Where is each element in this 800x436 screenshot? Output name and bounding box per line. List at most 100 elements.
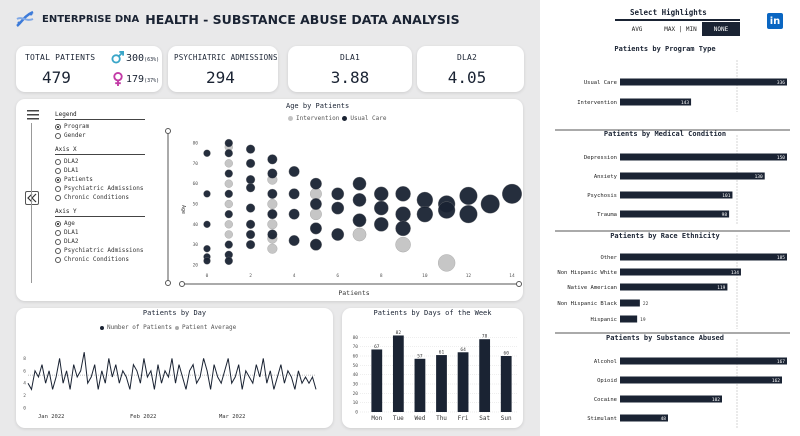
bar-value-label: 130: [755, 174, 763, 180]
legend-options: Program Gender: [55, 122, 165, 140]
dow-y-tick: 10: [353, 400, 359, 406]
scatter-point-usual-care: [352, 193, 367, 207]
scatter-point-usual-care: [203, 149, 211, 157]
bar-category-label: Trauma: [597, 212, 617, 218]
scatter-point-usual-care: [246, 144, 256, 154]
axisy-divider: [55, 216, 145, 217]
axisx-options: DLA2 DLA1 Patients Psychiatric Admissions Ch…: [55, 157, 165, 202]
scatter-y-tick: 30: [193, 242, 199, 248]
axisx-option-dla1[interactable]: DLA1: [55, 166, 165, 175]
scatter-point-usual-care: [246, 219, 256, 229]
scatter-point-usual-care: [459, 186, 478, 205]
radio-icon: [55, 185, 61, 192]
dow-y-tick: 40: [353, 372, 359, 378]
scroll-track[interactable]: [31, 123, 32, 283]
day-y-tick: 6: [23, 368, 26, 374]
scatter-point-usual-care: [331, 228, 345, 241]
legend-option-program[interactable]: Program: [55, 122, 165, 131]
radio-label: Chronic Conditions: [64, 194, 130, 201]
axisy-options: Age DLA1 DLA2 Psychiatric Admissions Chronic…: [55, 219, 165, 264]
axisy-option-age[interactable]: Age: [55, 219, 165, 228]
dow-bar-fri: [457, 352, 469, 412]
linkedin-icon[interactable]: in: [767, 13, 783, 29]
legend-divider: [55, 119, 145, 120]
male-icon: [111, 51, 124, 64]
axisy-option-dla1[interactable]: DLA1: [55, 228, 165, 237]
axisx-option-dla2[interactable]: DLA2: [55, 157, 165, 166]
axisy-option-chronic-conditions[interactable]: Chronic Conditions: [55, 255, 165, 264]
patients-by-day-card: Patients by Day Number of Patients Patie…: [16, 308, 333, 428]
legend-dot-intervention: [288, 116, 293, 121]
y-range-slider-bottom-handle[interactable]: [165, 280, 171, 286]
bar-category-label: Alcohol: [594, 359, 617, 365]
axisx-divider: [55, 154, 145, 155]
radio-label: DLA2: [64, 238, 79, 245]
dow-bar-tue: [392, 335, 404, 412]
highlight-button-max-min[interactable]: MAX | MIN: [659, 22, 702, 36]
scatter-point-usual-care: [331, 201, 345, 215]
brand-name: ENTERPRISE DNA: [42, 13, 140, 25]
dow-y-tick: 60: [353, 354, 359, 360]
bar-category-label: Usual Care: [584, 80, 617, 86]
scatter-point-intervention: [438, 254, 456, 272]
scatter-point-usual-care: [310, 198, 322, 210]
scatter-legend: Intervention Usual Care: [288, 115, 386, 122]
legend-dot-average: [175, 325, 180, 330]
condition-section-title: Patients by Medical Condition: [603, 130, 727, 138]
highlight-button-none[interactable]: NONE: [702, 22, 740, 36]
kpi-total-patients: TOTAL PATIENTS 479 300(63%) 179(37%): [16, 46, 162, 92]
hamburger-menu-icon[interactable]: [27, 110, 39, 120]
bar-category-label: Opioid: [597, 378, 617, 384]
x-range-slider-right-handle[interactable]: [516, 281, 522, 287]
bar-value-label: 143: [681, 100, 689, 106]
scatter-point-usual-care: [395, 220, 411, 237]
bar-category-label: Depression: [584, 155, 617, 161]
x-range-slider-left-handle[interactable]: [179, 281, 185, 287]
scatter-x-axis-label: Patients: [338, 289, 369, 297]
legend-dot-usual: [342, 116, 348, 121]
radio-icon: [55, 132, 61, 139]
bar-alcohol: [620, 357, 787, 365]
bar-other: [620, 253, 787, 261]
collapse-controls-button[interactable]: [25, 191, 39, 205]
bar-value-label: 134: [731, 270, 739, 276]
scatter-point-usual-care: [374, 200, 389, 216]
axisy-option-psychiatric-admissions[interactable]: Psychiatric Admissions: [55, 246, 165, 255]
highlights-title: Select Highlights: [630, 8, 707, 17]
female-count: 179(37%): [126, 74, 160, 85]
axisx-option-patients[interactable]: Patients: [55, 175, 165, 184]
scatter-point-intervention: [224, 220, 233, 229]
radio-label: DLA2: [64, 158, 79, 165]
radio-label: Gender: [64, 132, 86, 139]
scatter-y-tick: 40: [193, 222, 199, 228]
dow-bar-label: 60: [504, 351, 510, 357]
scatter-point-usual-care: [267, 154, 278, 165]
bar-stimulant: [620, 414, 668, 422]
bar-value-label: 162: [772, 378, 780, 384]
bar-anxiety: [620, 172, 765, 180]
bar-value-label: 150: [777, 155, 785, 161]
legend-option-gender[interactable]: Gender: [55, 131, 165, 140]
dow-y-tick: 20: [353, 391, 359, 397]
patients-by-dow-bar-chart: 0 10 20 30 40 50 60 70 80 67 Mon 82 Tue 57 Wed 61 Thu 64 F…: [353, 330, 517, 422]
dow-category-label: Tue: [393, 415, 404, 422]
dow-category-label: Fri: [458, 415, 469, 422]
header: ENTERPRISE DNA HEALTH - SUBSTANCE ABUSE …: [14, 8, 460, 30]
legend-usual-label: Usual Care: [350, 115, 387, 122]
y-range-slider-top-handle[interactable]: [165, 128, 171, 134]
radio-icon: [55, 229, 61, 236]
axisy-option-dla2[interactable]: DLA2: [55, 237, 165, 246]
highlight-button-avg[interactable]: AVG: [615, 22, 659, 36]
scatter-point-usual-care: [246, 240, 256, 250]
scatter-point-usual-care: [310, 238, 322, 251]
scatter-x-tick: 2: [249, 273, 252, 279]
axisx-option-psychiatric-admissions[interactable]: Psychiatric Admissions: [55, 184, 165, 193]
scatter-point-intervention: [395, 236, 411, 253]
axisx-option-chronic-conditions[interactable]: Chronic Conditions: [55, 193, 165, 202]
dow-bar-label: 57: [417, 353, 423, 359]
scatter-point-usual-care: [224, 149, 233, 158]
dow-category-label: Sun: [501, 415, 512, 422]
dow-bar-label: 67: [374, 344, 380, 350]
page-title: HEALTH - SUBSTANCE ABUSE DATA ANALYSIS: [145, 11, 460, 27]
double-chevron-left-icon: [27, 193, 37, 203]
